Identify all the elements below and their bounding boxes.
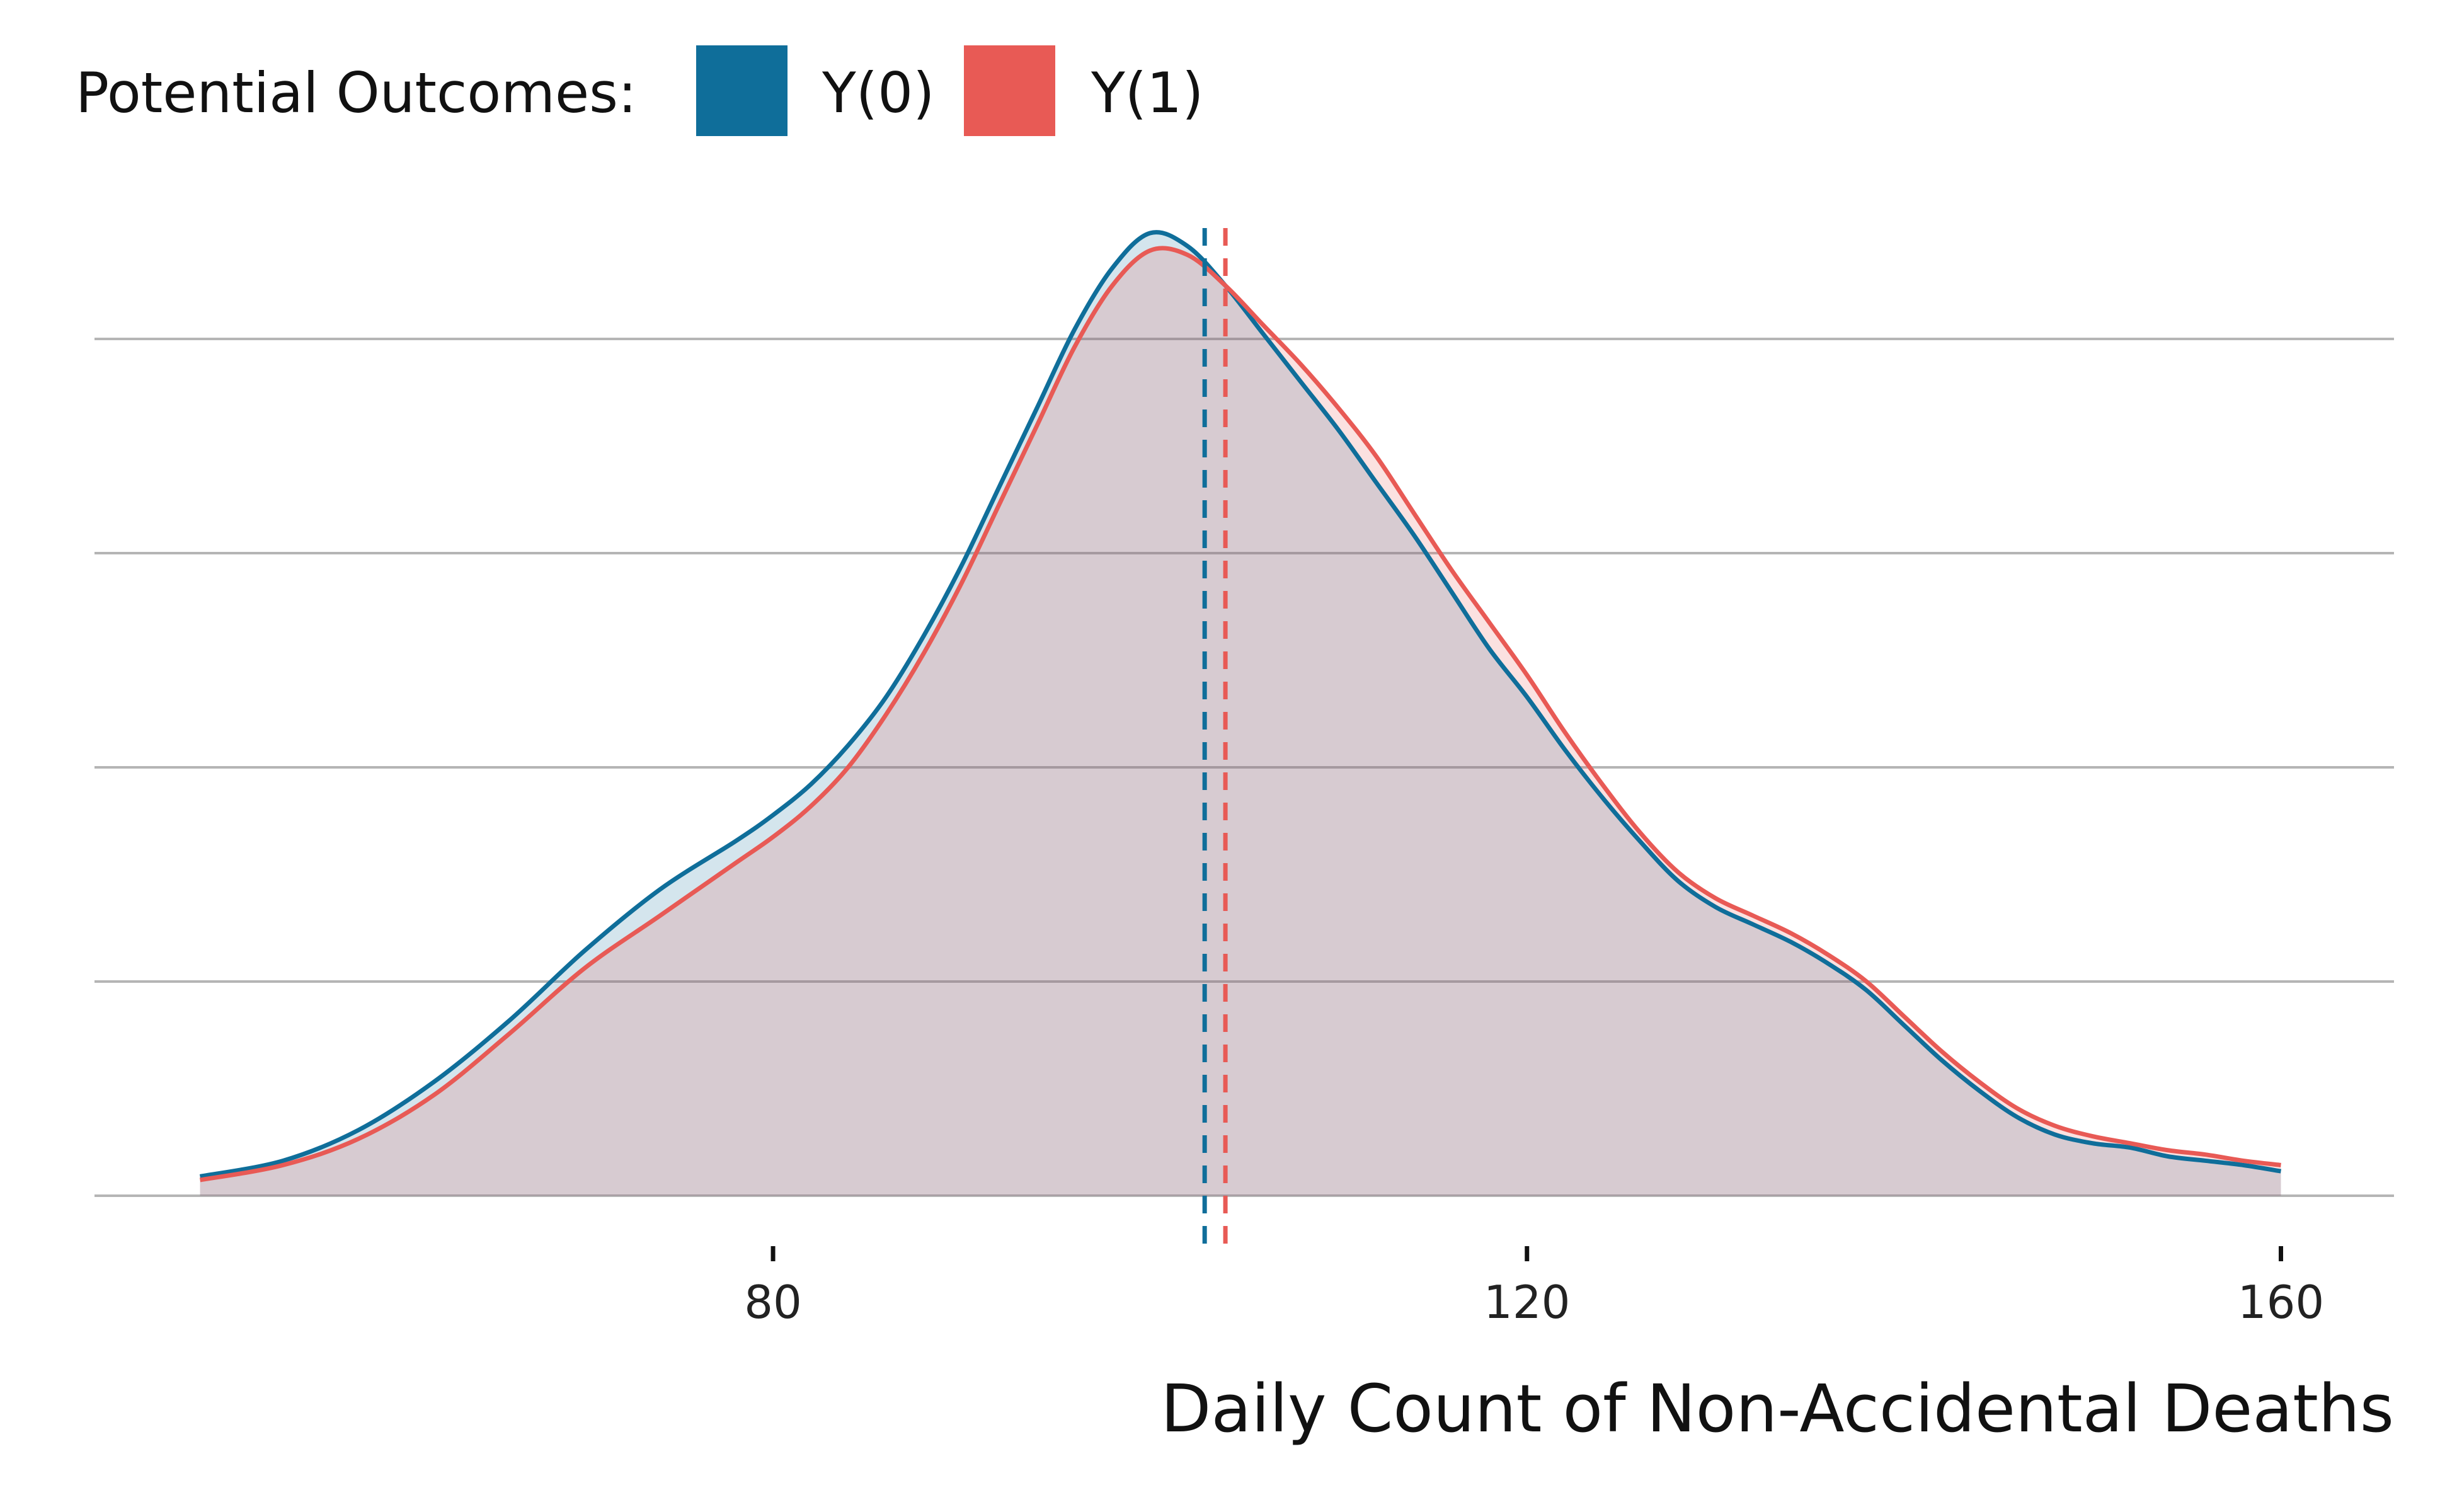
density-area-1 (200, 248, 2281, 1196)
x-tick-label-0: 80 (744, 1276, 802, 1329)
density-line-0 (199, 230, 2282, 1179)
plot-area: 80 120 160 (94, 228, 2394, 1329)
x-tick-label-2: 160 (2238, 1276, 2324, 1329)
legend: Potential Outcomes: Y(0) Y(1) (76, 45, 1203, 136)
legend-swatch-y0 (696, 45, 788, 136)
density-line-1 (199, 246, 2281, 1183)
legend-label-y0: Y(0) (822, 60, 934, 125)
legend-swatch-y1 (964, 45, 1055, 136)
density-area-0 (200, 232, 2281, 1196)
legend-title: Potential Outcomes: (76, 60, 637, 125)
x-tick-label-1: 120 (1484, 1276, 1570, 1329)
legend-label-y1: Y(1) (1091, 60, 1203, 125)
x-axis-title: Daily Count of Non-Accidental Deaths (1160, 1370, 2394, 1447)
